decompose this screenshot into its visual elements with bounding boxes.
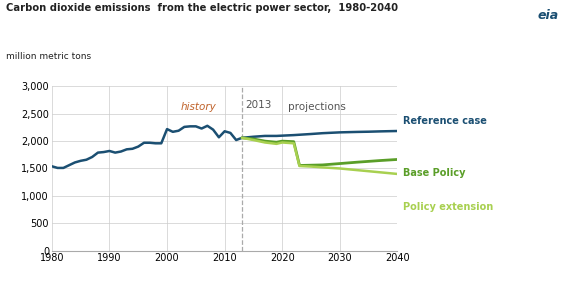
Text: 2013: 2013 (245, 100, 271, 109)
Text: Policy extension: Policy extension (403, 202, 494, 212)
Text: million metric tons: million metric tons (6, 52, 91, 61)
Text: Base Policy: Base Policy (403, 168, 466, 178)
Text: eia: eia (537, 9, 559, 22)
Text: history: history (181, 102, 217, 112)
Text: Carbon dioxide emissions  from the electric power sector,  1980-2040: Carbon dioxide emissions from the electr… (6, 3, 398, 13)
Text: projections: projections (288, 102, 346, 112)
Text: Reference case: Reference case (403, 116, 487, 126)
